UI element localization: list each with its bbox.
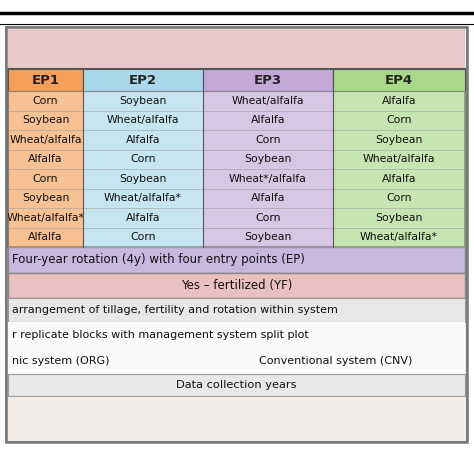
Bar [8,208,83,228]
Bar [83,91,203,110]
Bar [8,348,465,374]
Text: Corn: Corn [255,213,281,223]
Text: Yes – fertilized (YF): Yes – fertilized (YF) [181,279,292,292]
Text: Wheat/alfalfa*: Wheat/alfalfa* [360,232,438,242]
Bar [8,228,83,247]
Text: EP2: EP2 [129,73,157,86]
Bar [333,110,465,130]
Bar [8,374,465,396]
Bar [203,208,333,228]
Bar [8,189,83,208]
Text: Alfalfa: Alfalfa [28,232,63,242]
Text: Wheat/alfalfa: Wheat/alfalfa [363,154,435,164]
Bar [203,228,333,247]
Text: EP1: EP1 [31,73,60,86]
Bar [333,169,465,189]
Text: Corn: Corn [33,96,58,106]
Bar [333,130,465,149]
Bar [8,298,465,322]
Text: Alfalfa: Alfalfa [28,154,63,164]
Bar [203,91,333,110]
Text: Soybean: Soybean [119,96,167,106]
Bar [333,149,465,169]
Bar [8,91,83,110]
Text: Wheat/alfalfa*: Wheat/alfalfa* [104,193,182,203]
Text: Alfalfa: Alfalfa [126,213,160,223]
Bar [333,189,465,208]
Bar [83,110,203,130]
Text: nic system (ORG): nic system (ORG) [12,356,109,366]
Bar [83,69,203,91]
Text: Alfalfa: Alfalfa [251,115,285,125]
Text: Wheat/alfalfa: Wheat/alfalfa [9,135,82,145]
Bar [203,169,333,189]
Text: EP4: EP4 [385,73,413,86]
Text: Wheat/alfalfa*: Wheat/alfalfa* [7,213,84,223]
Bar [8,69,465,247]
Bar [83,130,203,149]
Text: EP3: EP3 [254,73,282,86]
Text: Alfalfa: Alfalfa [382,96,416,106]
Text: Soybean: Soybean [244,154,292,164]
Bar [203,149,333,169]
Text: Alfalfa: Alfalfa [251,193,285,203]
Text: r replicate blocks with management system split plot: r replicate blocks with management syste… [12,330,309,340]
Text: Corn: Corn [130,154,156,164]
Text: Wheat/alfalfa: Wheat/alfalfa [107,115,179,125]
Bar [8,322,465,348]
Bar [8,273,465,298]
Bar [203,110,333,130]
Text: Soybean: Soybean [22,115,69,125]
Text: Soybean: Soybean [375,135,423,145]
Bar [6,27,467,442]
Bar [8,130,83,149]
Bar [83,208,203,228]
Bar [83,189,203,208]
Bar [83,169,203,189]
Text: arrangement of tillage, fertility and rotation within system: arrangement of tillage, fertility and ro… [12,305,338,315]
Text: Corn: Corn [255,135,281,145]
Bar [203,69,333,91]
Bar [333,208,465,228]
Text: Soybean: Soybean [244,232,292,242]
Bar [0,0,474,26]
Bar [203,130,333,149]
Bar [8,149,83,169]
Bar [6,27,467,442]
Text: Alfalfa: Alfalfa [126,135,160,145]
Text: Soybean: Soybean [119,174,167,184]
Bar [333,228,465,247]
Text: Corn: Corn [386,193,412,203]
Text: Conventional system (CNV): Conventional system (CNV) [259,356,413,366]
Text: Data collection years: Data collection years [176,380,297,390]
Bar [203,189,333,208]
Text: Wheat*/alfalfa: Wheat*/alfalfa [229,174,307,184]
Bar [8,29,465,69]
Bar [8,110,83,130]
Bar [8,69,83,91]
Text: Alfalfa: Alfalfa [382,174,416,184]
Bar [333,91,465,110]
Text: Soybean: Soybean [22,193,69,203]
Text: Corn: Corn [386,115,412,125]
Text: Wheat/alfalfa: Wheat/alfalfa [232,96,304,106]
Bar [83,228,203,247]
Text: Corn: Corn [33,174,58,184]
Text: Four-year rotation (4y) with four entry points (EP): Four-year rotation (4y) with four entry … [12,254,305,266]
Bar [8,247,465,273]
Bar [333,69,465,91]
Text: Soybean: Soybean [375,213,423,223]
Text: Corn: Corn [130,232,156,242]
Bar [8,169,83,189]
Bar [83,149,203,169]
